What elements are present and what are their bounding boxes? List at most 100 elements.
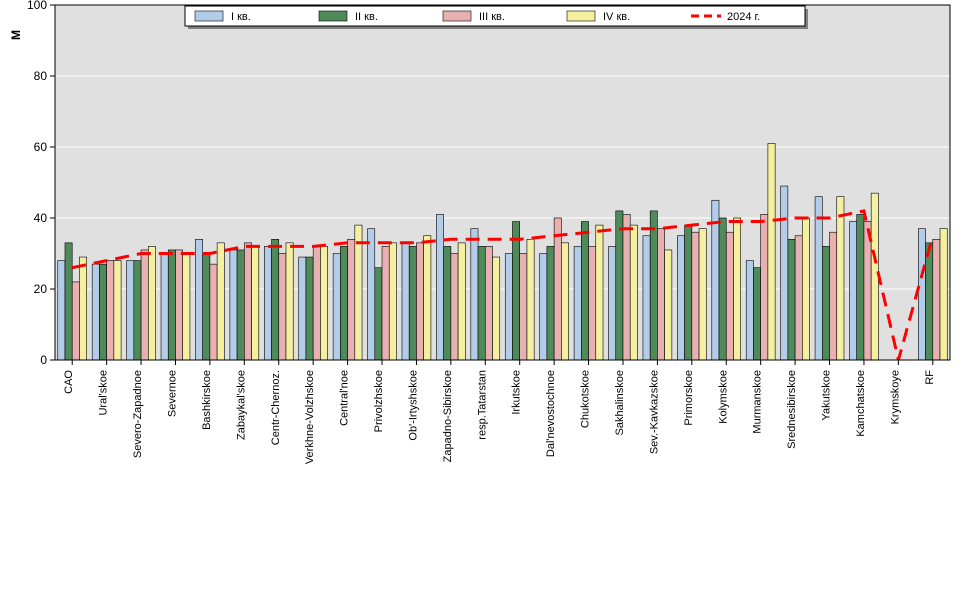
- x-tick-label: Zapadno-Sibirskoe: [442, 370, 454, 462]
- bar-q3: [313, 246, 320, 360]
- bar-q3: [520, 254, 527, 361]
- x-tick-label: Chukotskoe: [580, 370, 592, 428]
- bar-q3: [761, 214, 768, 360]
- bar-q3: [279, 254, 286, 361]
- x-tick-label: Kamchatskoe: [855, 370, 867, 437]
- bar-q4: [527, 239, 534, 360]
- bar-q3: [141, 250, 148, 360]
- bar-q3: [933, 239, 940, 360]
- bar-q1: [230, 250, 237, 360]
- bar-q4: [148, 246, 155, 360]
- bar-q1: [540, 254, 547, 361]
- bar-q1: [161, 254, 168, 361]
- bar-q2: [65, 243, 72, 360]
- bar-q1: [333, 254, 340, 361]
- bar-q4: [596, 225, 603, 360]
- y-axis-title: М: [9, 30, 23, 40]
- bar-q3: [864, 222, 871, 360]
- x-tick-label: Ural'skoe: [98, 370, 110, 416]
- bar-q1: [264, 246, 271, 360]
- x-tick-label: Dal'nevostochnoe: [545, 370, 557, 457]
- bar-q2: [512, 222, 519, 360]
- bar-q3: [830, 232, 837, 360]
- bar-q3: [175, 250, 182, 360]
- bar-q2: [237, 250, 244, 360]
- legend-swatch: [195, 11, 223, 21]
- x-tick-label: Privolzhskoe: [373, 370, 385, 432]
- bar-q3: [657, 229, 664, 360]
- bar-q4: [802, 218, 809, 360]
- x-tick-label: Krymskoye: [889, 370, 901, 424]
- bar-q1: [436, 214, 443, 360]
- bar-q2: [822, 246, 829, 360]
- bar-q2: [478, 246, 485, 360]
- x-tick-label: Yakutskoe: [821, 370, 833, 421]
- bar-q3: [692, 232, 699, 360]
- x-tick-label: Murmanskoe: [752, 370, 764, 434]
- x-tick-label: Sakhalinskoe: [614, 370, 626, 435]
- x-tick-label: Ob'-Irtyshskoe: [407, 370, 419, 441]
- x-tick-label: Irkutskoe: [511, 370, 523, 415]
- bar-q1: [677, 236, 684, 360]
- bar-q2: [134, 261, 141, 360]
- bar-q1: [746, 261, 753, 360]
- x-tick-label: Severnoe: [166, 370, 178, 417]
- bar-q4: [252, 246, 259, 360]
- bar-q2: [99, 264, 106, 360]
- bar-q2: [409, 246, 416, 360]
- bar-q3: [72, 282, 79, 360]
- bar-q4: [389, 243, 396, 360]
- x-tick-label: resp.Tatarstan: [476, 370, 488, 440]
- bar-q1: [815, 197, 822, 360]
- bar-q4: [630, 225, 637, 360]
- chart-svg: 020406080100МCAOUral'skoeSevero-Zapadnoe…: [0, 0, 967, 590]
- x-tick-label: Srednesibirskoe: [786, 370, 798, 449]
- bar-q4: [424, 236, 431, 360]
- bar-q1: [781, 186, 788, 360]
- bar-q4: [733, 218, 740, 360]
- bar-q2: [168, 250, 175, 360]
- bar-q3: [416, 243, 423, 360]
- bar-q4: [493, 257, 500, 360]
- bar-q1: [609, 246, 616, 360]
- x-tick-label: Sev.-Kavkazskoe: [648, 370, 660, 454]
- bar-q2: [857, 214, 864, 360]
- bar-q2: [616, 211, 623, 360]
- bar-q2: [272, 239, 279, 360]
- bar-q4: [837, 197, 844, 360]
- x-tick-label: Severo-Zapadnoe: [132, 370, 144, 458]
- bar-q4: [561, 243, 568, 360]
- bar-q3: [485, 246, 492, 360]
- bar-q4: [79, 257, 86, 360]
- chart-root: { "chart": { "type": "bar+line", "width"…: [0, 0, 967, 590]
- bar-q3: [795, 236, 802, 360]
- bar-q1: [58, 261, 65, 360]
- bar-q2: [340, 246, 347, 360]
- bar-q2: [685, 225, 692, 360]
- x-tick-label: Bashkirskoe: [201, 370, 213, 430]
- bar-q2: [581, 222, 588, 360]
- legend-swatch: [567, 11, 595, 21]
- bar-q1: [471, 229, 478, 360]
- bar-q1: [402, 243, 409, 360]
- bar-q4: [320, 246, 327, 360]
- bar-q1: [368, 229, 375, 360]
- bar-q3: [554, 218, 561, 360]
- bar-q1: [92, 264, 99, 360]
- bar-q4: [768, 143, 775, 360]
- bar-q3: [244, 243, 251, 360]
- bar-q4: [217, 243, 224, 360]
- x-tick-label: RF: [924, 370, 936, 385]
- bar-q1: [643, 236, 650, 360]
- bar-q4: [114, 261, 121, 360]
- bar-q4: [183, 254, 190, 361]
- bar-q2: [375, 268, 382, 360]
- legend-swatch: [443, 11, 471, 21]
- bar-q3: [589, 246, 596, 360]
- legend-label: I кв.: [231, 11, 251, 23]
- legend-label: II кв.: [355, 11, 378, 23]
- y-tick-label: 40: [34, 211, 48, 225]
- bar-q2: [753, 268, 760, 360]
- x-tick-label: Centr-Chernoz.: [270, 370, 282, 445]
- bar-q4: [940, 229, 947, 360]
